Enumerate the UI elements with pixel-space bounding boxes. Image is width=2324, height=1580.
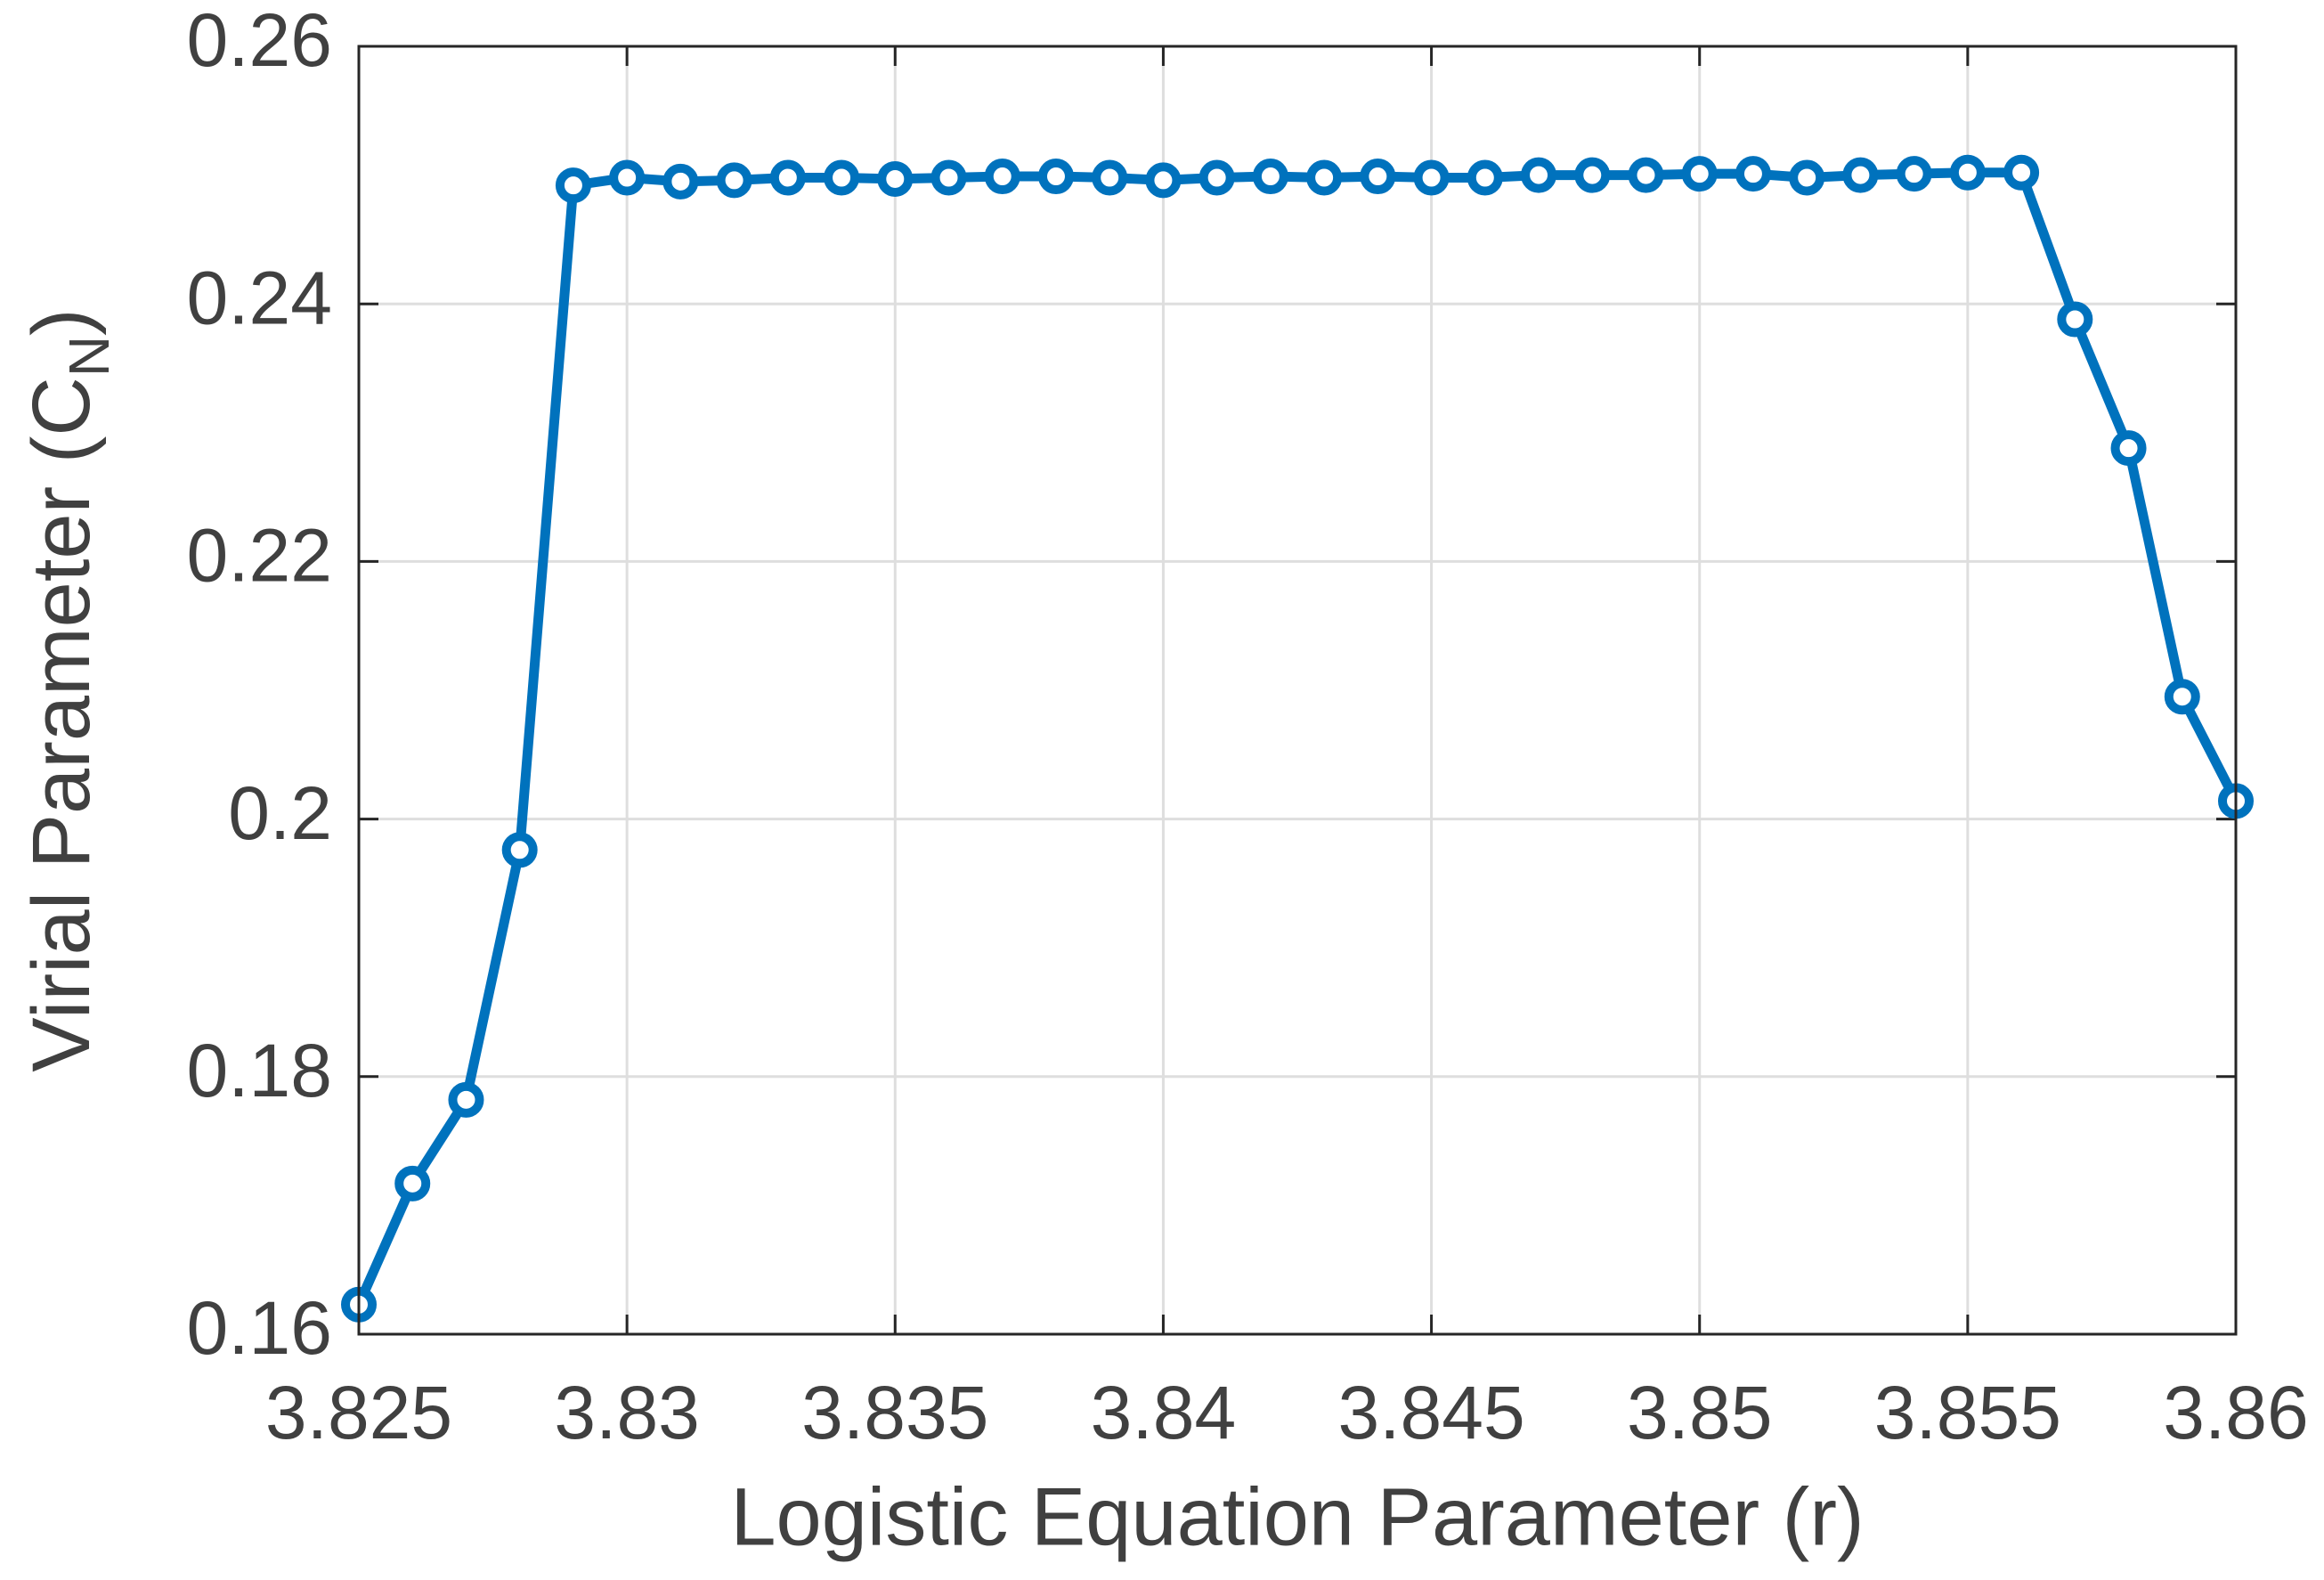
marker (769, 159, 806, 196)
marker (2110, 430, 2147, 467)
marker (555, 167, 591, 204)
x-tick-label: 3.83 (554, 1371, 700, 1454)
marker (2003, 154, 2040, 191)
y-tick-label: 0.16 (187, 1286, 333, 1370)
y-axis-label-end: ) (16, 308, 107, 336)
y-axis-label-sub: N (57, 336, 121, 377)
x-tick-label: 3.84 (1091, 1371, 1237, 1454)
marker (716, 162, 752, 199)
y-tick-label: 0.26 (187, 0, 333, 82)
axes-box (357, 45, 2238, 1336)
marker (1306, 159, 1343, 196)
marker (984, 159, 1020, 195)
marker (1789, 159, 1825, 196)
marker (877, 160, 914, 197)
marker (1092, 159, 1128, 196)
x-tick-label: 3.825 (265, 1371, 452, 1454)
marker (930, 159, 967, 196)
marker (1145, 162, 1182, 199)
y-axis-label-main: Virial Parameter (C (16, 377, 107, 1072)
marker (662, 163, 699, 200)
marker (448, 1081, 484, 1118)
marker (1037, 159, 1074, 195)
marker (1735, 156, 1771, 192)
marker (1467, 159, 1503, 196)
grid (357, 45, 2238, 1336)
marker (2164, 679, 2200, 715)
x-tick-label: 3.86 (2163, 1371, 2309, 1454)
marker (1681, 156, 1718, 192)
marker (1842, 157, 1879, 193)
x-tick-label: 3.845 (1337, 1371, 1524, 1454)
marker (1949, 154, 1986, 191)
marker (501, 832, 538, 868)
marker (2057, 301, 2093, 338)
marker (1628, 157, 1664, 193)
marker (394, 1165, 431, 1201)
x-tick-label: 3.85 (1627, 1371, 1773, 1454)
marker (1521, 157, 1557, 193)
marker (1199, 159, 1235, 196)
x-tick-label: 3.855 (1874, 1371, 2061, 1454)
x-tick-label: 3.835 (801, 1371, 988, 1454)
line (353, 167, 2240, 1307)
marker (1252, 159, 1288, 195)
marker (1896, 156, 1932, 192)
y-tick-label: 0.24 (187, 256, 333, 339)
tick-labels: 3.825 3.83 3.835 3.84 3.845 3.85 3.855 3.86 0.16… (187, 0, 2309, 1454)
y-tick-label: 0.18 (187, 1029, 333, 1112)
x-axis-label: Logistic Equation Parameter (r) (730, 1471, 1864, 1562)
marker (1360, 159, 1396, 195)
marker (1574, 157, 1611, 193)
marker (609, 159, 646, 196)
y-tick-label: 0.22 (187, 514, 333, 598)
marker (824, 159, 860, 196)
marker (1413, 159, 1450, 196)
y-axis-label: Virial Parameter (CN) (16, 308, 121, 1071)
y-tick-label: 0.2 (228, 771, 332, 855)
plot (341, 154, 2254, 1323)
